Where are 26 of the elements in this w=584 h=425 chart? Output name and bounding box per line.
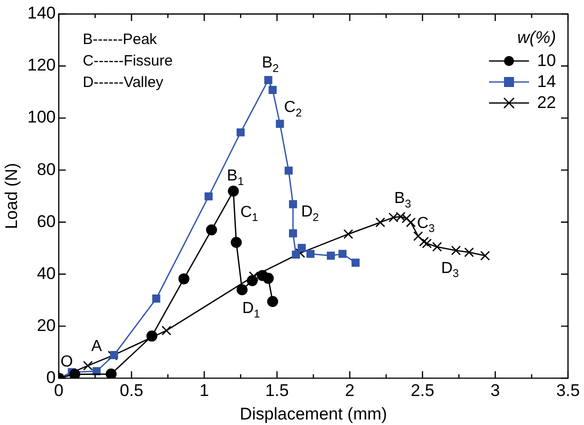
annotation: B------Peak: [82, 31, 158, 48]
y-tick-label: 120: [27, 56, 56, 75]
x-tick-label: 2: [345, 381, 354, 400]
y-tick-label: 100: [27, 108, 56, 127]
y-tick-label: 40: [36, 264, 56, 283]
x-tick-label: 0.5: [120, 381, 144, 400]
annotation: D------Valley: [82, 74, 164, 92]
y-tick-label: 140: [27, 4, 56, 23]
y-tick-label: 60: [36, 212, 56, 231]
x-tick-label: 1: [200, 381, 209, 400]
annotation: A: [91, 338, 102, 355]
x-tick-label: 1.5: [265, 381, 289, 400]
legend-label: 14: [537, 72, 556, 92]
y-tick-label: 20: [36, 316, 56, 335]
y-tick-label: 80: [36, 160, 56, 179]
y-axis-title: Load (N): [2, 163, 21, 230]
annotation: C------Fissure: [82, 52, 173, 70]
legend-label: 10: [537, 50, 556, 70]
x-tick-label: 3.5: [556, 381, 580, 400]
x-axis-title: Displacement (mm): [240, 404, 388, 424]
legend-title: w(%): [516, 28, 556, 48]
annotation: O: [60, 354, 73, 371]
x-tick-label: 2.5: [410, 381, 434, 400]
y-tick-label: 0: [46, 368, 56, 387]
legend-label: 22: [537, 92, 556, 112]
x-tick-label: 3: [490, 381, 500, 400]
